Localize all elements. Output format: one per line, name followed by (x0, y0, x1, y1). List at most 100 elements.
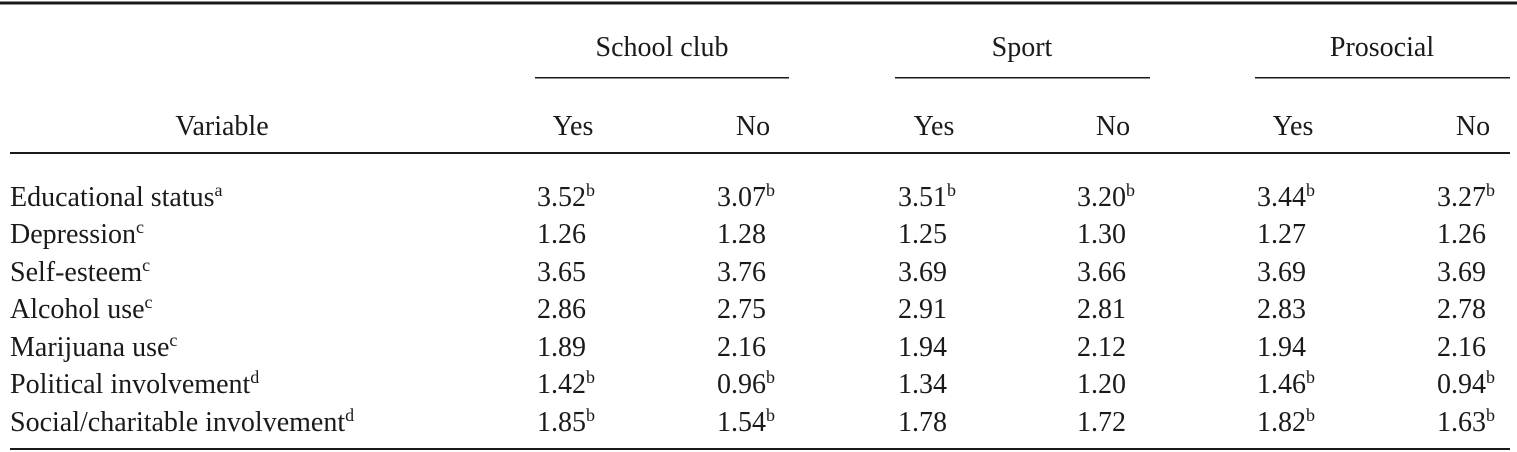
cell: 3.44b (1257, 180, 1315, 213)
footnote-marker: b (1306, 180, 1315, 200)
cell-value: 1.72 (1077, 407, 1126, 438)
cell-value: 1.89 (537, 332, 586, 363)
footnote-marker: b (947, 180, 956, 200)
cell: 2.16 (1437, 332, 1486, 363)
cell-value: 0.96 (717, 369, 766, 400)
cell: 3.07b (717, 180, 775, 213)
footnote-marker: c (136, 217, 144, 237)
bottom-rule (10, 448, 1510, 450)
footnote-marker: b (586, 180, 595, 200)
cell: 2.83 (1257, 294, 1306, 325)
cell: 3.69 (1257, 257, 1306, 288)
column-header: No (1456, 111, 1490, 142)
cell: 2.12 (1077, 332, 1126, 363)
cell: 1.26 (537, 219, 586, 250)
cell-value: 1.20 (1077, 369, 1126, 400)
column-header: No (1096, 111, 1130, 142)
cell: 2.86 (537, 294, 586, 325)
cell-value: 2.12 (1077, 332, 1126, 363)
top-rule (0, 1, 1517, 5)
row-label: Social/charitable involvementd (10, 405, 354, 438)
row-label: Alcohol usec (10, 292, 153, 325)
cell: 3.65 (537, 257, 586, 288)
cell: 3.52b (537, 180, 595, 213)
group-header: Sport (992, 32, 1053, 63)
cell: 1.54b (717, 405, 775, 438)
cell-value: 1.46 (1257, 369, 1306, 400)
cell: 1.26 (1437, 219, 1486, 250)
cell: 1.30 (1077, 219, 1126, 250)
cell: 0.96b (717, 367, 775, 400)
cell: 1.78 (898, 407, 947, 438)
cell: 3.76 (717, 257, 766, 288)
cell-value: 2.16 (1437, 332, 1486, 363)
footnote-marker: a (215, 180, 223, 200)
cell-value: 3.27 (1437, 182, 1486, 213)
cell-value: 3.66 (1077, 257, 1126, 288)
cell-value: 1.94 (1257, 332, 1306, 363)
row-label-text: Self-esteem (10, 257, 142, 288)
footnote-marker: b (1486, 405, 1495, 425)
cell: 3.27b (1437, 180, 1495, 213)
column-header: No (736, 111, 770, 142)
footnote-marker: d (250, 367, 259, 387)
cell-value: 2.16 (717, 332, 766, 363)
group-rule (895, 77, 1150, 79)
footnote-marker: c (145, 292, 153, 312)
group-rule (1255, 77, 1510, 79)
cell: 2.16 (717, 332, 766, 363)
group-header: Prosocial (1330, 32, 1434, 63)
cell: 1.94 (1257, 332, 1306, 363)
row-label: Depressionc (10, 217, 144, 250)
row-label-text: Marijuana use (10, 332, 169, 363)
cell: 3.69 (1437, 257, 1486, 288)
footnote-marker: c (169, 330, 177, 350)
cell-value: 1.42 (537, 369, 586, 400)
cell-value: 3.69 (1437, 257, 1486, 288)
cell-value: 2.86 (537, 294, 586, 325)
row-label-text: Educational status (10, 182, 215, 213)
footnote-marker: b (586, 405, 595, 425)
column-header: Yes (1273, 111, 1314, 142)
cell-value: 2.91 (898, 294, 947, 325)
cell: 1.63b (1437, 405, 1495, 438)
cell-value: 3.69 (898, 257, 947, 288)
cell-value: 3.69 (1257, 257, 1306, 288)
cell-value: 3.76 (717, 257, 766, 288)
row-label: Educational statusa (10, 180, 223, 213)
cell-value: 1.94 (898, 332, 947, 363)
cell: 1.34 (898, 369, 947, 400)
footnote-marker: b (766, 367, 775, 387)
cell: 1.28 (717, 219, 766, 250)
cell-value: 1.26 (537, 219, 586, 250)
column-header: Yes (914, 111, 955, 142)
group-rule (535, 77, 789, 79)
footnote-marker: b (1306, 367, 1315, 387)
cell-value: 3.20 (1077, 182, 1126, 213)
footnote-marker: b (766, 180, 775, 200)
cell-value: 2.81 (1077, 294, 1126, 325)
footnote-marker: b (1486, 367, 1495, 387)
cell-value: 1.27 (1257, 219, 1306, 250)
cell-value: 3.65 (537, 257, 586, 288)
row-label-text: Social/charitable involvement (10, 407, 345, 438)
footnote-marker: b (1486, 180, 1495, 200)
cell: 2.75 (717, 294, 766, 325)
cell: 1.85b (537, 405, 595, 438)
cell: 1.82b (1257, 405, 1315, 438)
variable-header: Variable (175, 111, 268, 142)
cell: 1.46b (1257, 367, 1315, 400)
cell: 1.27 (1257, 219, 1306, 250)
cell-value: 1.30 (1077, 219, 1126, 250)
cell: 3.69 (898, 257, 947, 288)
cell-value: 1.63 (1437, 407, 1486, 438)
group-header: School club (596, 32, 729, 63)
row-label: Political involvementd (10, 367, 259, 400)
cell: 1.42b (537, 367, 595, 400)
row-label: Self-esteemc (10, 255, 150, 288)
row-label-text: Political involvement (10, 369, 251, 400)
cell: 2.81 (1077, 294, 1126, 325)
cell-value: 2.83 (1257, 294, 1306, 325)
cell: 1.25 (898, 219, 947, 250)
